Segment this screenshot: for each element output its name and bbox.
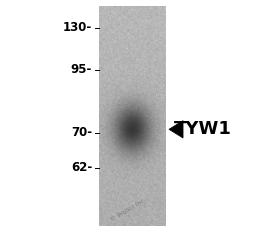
Text: 70-: 70- bbox=[71, 126, 92, 139]
Polygon shape bbox=[169, 121, 183, 138]
Text: 130-: 130- bbox=[63, 21, 92, 34]
Text: TYW1: TYW1 bbox=[174, 120, 232, 138]
Text: 62-: 62- bbox=[71, 161, 92, 174]
Text: 95-: 95- bbox=[71, 63, 92, 76]
Text: © ProSci Inc.: © ProSci Inc. bbox=[110, 197, 146, 223]
